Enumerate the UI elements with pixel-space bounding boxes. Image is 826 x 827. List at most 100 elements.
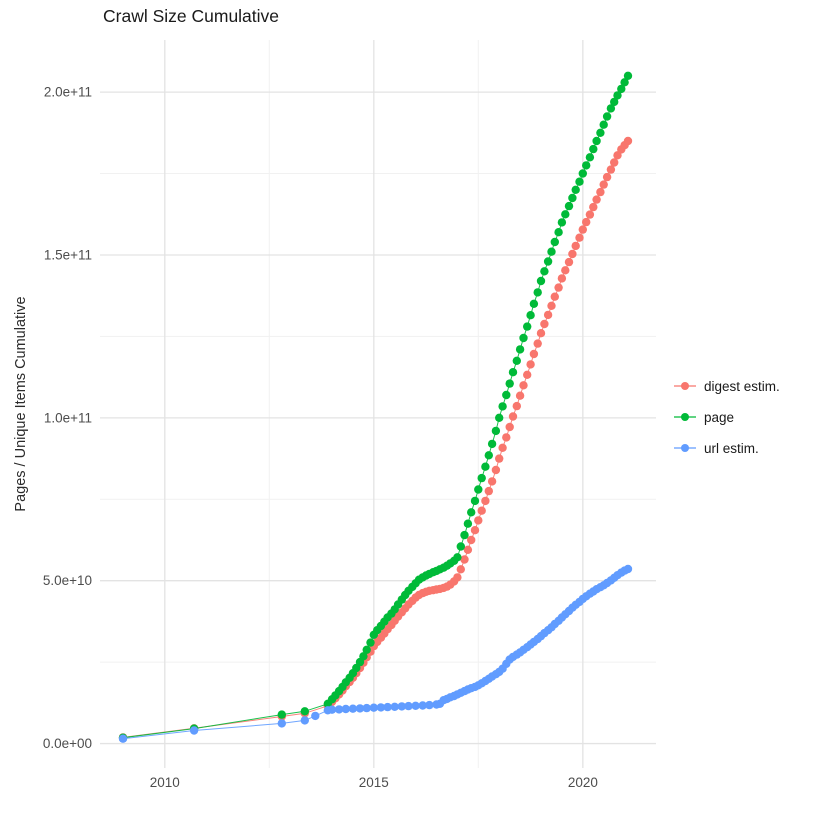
data-point [540, 319, 549, 329]
data-point [474, 516, 483, 525]
data-point [359, 652, 368, 661]
x-tick-label: 2015 [359, 775, 389, 790]
data-point [564, 257, 574, 267]
data-point [529, 349, 539, 359]
data-point [487, 439, 497, 449]
data-point [474, 485, 483, 494]
data-point [456, 565, 465, 574]
series-line-url-estim- [122, 568, 629, 740]
legend-key-url-icon [674, 444, 696, 452]
data-point [453, 573, 462, 582]
data-point [571, 241, 580, 251]
x-tick-label: 2020 [568, 775, 598, 790]
data-point [495, 454, 504, 463]
data-point [484, 451, 493, 460]
data-point [550, 237, 559, 247]
data-point [341, 704, 350, 714]
data-point [311, 711, 320, 721]
data-point [582, 161, 591, 170]
data-point [502, 433, 511, 442]
data-point [456, 542, 465, 551]
y-tick-label: 1.5e+11 [44, 247, 92, 262]
legend-item-url-estim: url estim. [673, 437, 780, 459]
data-point [369, 703, 378, 712]
data-point [498, 443, 507, 452]
data-point [477, 473, 486, 483]
data-point [606, 165, 616, 174]
data-point [491, 465, 501, 475]
y-tick-label: 5.0e+10 [43, 573, 92, 588]
data-point [547, 301, 556, 310]
data-point [592, 136, 601, 146]
data-point [498, 402, 507, 411]
data-point [610, 97, 619, 107]
data-point [596, 128, 605, 137]
data-point [543, 310, 553, 320]
data-point [623, 136, 633, 146]
data-point [536, 276, 546, 286]
data-point [470, 496, 480, 506]
data-point [362, 645, 371, 654]
data-point [589, 202, 598, 212]
data-point [557, 274, 567, 283]
data-point [571, 185, 580, 194]
y-tick-label: 0.0e+00 [43, 736, 92, 751]
data-point [596, 187, 605, 197]
data-point [484, 486, 493, 496]
data-point [463, 545, 473, 554]
data-point [460, 555, 469, 564]
data-point [582, 217, 591, 227]
data-point [592, 195, 601, 204]
data-point [383, 702, 392, 712]
data-point [390, 702, 399, 711]
data-point [277, 710, 286, 719]
data-point [495, 413, 504, 422]
data-point [366, 638, 375, 647]
data-point [505, 379, 514, 388]
data-point [526, 311, 535, 320]
y-axis-title: Pages / Unique Items Cumulative [13, 296, 29, 512]
data-point [502, 390, 511, 400]
data-point [411, 701, 420, 710]
data-point [602, 172, 612, 182]
data-point [543, 257, 553, 266]
y-tick-label: 1.0e+11 [44, 410, 92, 425]
data-point [564, 201, 574, 211]
data-point [418, 701, 427, 710]
data-point [550, 292, 559, 301]
data-point [533, 288, 542, 297]
legend-key-page-icon [674, 413, 696, 421]
data-point [189, 726, 199, 735]
data-point [578, 225, 587, 234]
legend-label: page [704, 409, 735, 425]
data-point [519, 333, 528, 343]
data-point [599, 180, 608, 189]
legend-label: digest estim. [704, 378, 780, 394]
data-point [519, 381, 528, 390]
legend-item-page: page [673, 406, 780, 428]
data-point [508, 412, 518, 421]
data-point [491, 426, 501, 436]
data-point [523, 322, 532, 331]
data-point [362, 703, 371, 713]
data-point [554, 228, 563, 237]
data-point [540, 267, 549, 276]
data-point [561, 266, 570, 275]
data-point [512, 401, 521, 411]
data-point [606, 104, 616, 113]
data-point [467, 508, 476, 517]
data-point [481, 496, 490, 506]
data-point [334, 705, 344, 714]
data-point [557, 218, 567, 227]
data-point [529, 299, 539, 308]
data-point [355, 704, 365, 713]
data-point [505, 422, 514, 432]
data-point [599, 120, 608, 129]
y-tick-label: 2.0e+11 [44, 85, 92, 100]
legend-key-digest-icon [674, 382, 696, 390]
data-point [533, 339, 542, 348]
data-point [376, 703, 386, 712]
data-point [300, 707, 309, 716]
data-point [508, 368, 518, 377]
data-point [515, 345, 525, 354]
